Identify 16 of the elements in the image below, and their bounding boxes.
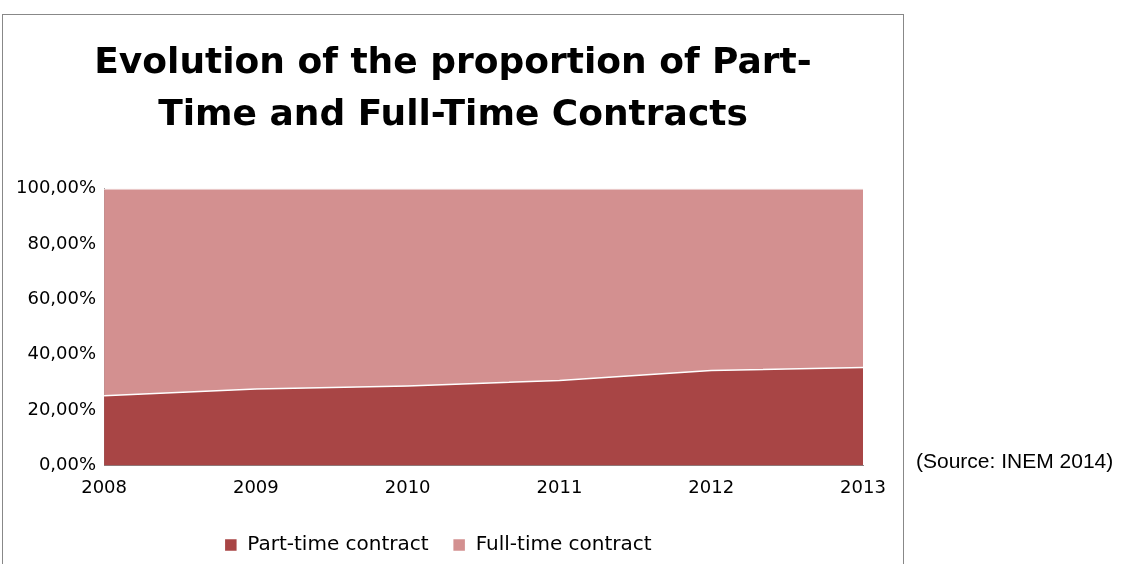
x-tick-label: 2013 — [840, 475, 886, 497]
legend-label: Full-time contract — [475, 531, 652, 556]
x-tick-label: 2011 — [536, 475, 583, 497]
chart-title: Evolution of the proportion of Part-Time and Full-Time Contracts — [93, 39, 813, 135]
y-tick-label: 60,00% — [27, 287, 97, 309]
y-tick-label: 100,00% — [15, 176, 97, 198]
x-tick-label: 2012 — [688, 475, 735, 497]
y-tick-label: 80,00% — [27, 231, 97, 253]
x-tick-label: 2009 — [232, 475, 279, 497]
y-tick-label: 40,00% — [27, 342, 97, 364]
y-tick-label: 20,00% — [27, 397, 97, 419]
legend-label: Part-time contract — [247, 531, 429, 556]
x-tick-label: 2010 — [384, 475, 431, 497]
x-tick-label: 2008 — [81, 475, 127, 497]
y-tick-label: 0,00% — [38, 453, 97, 475]
text: (Source: INEM 2014) — [916, 448, 1115, 474]
